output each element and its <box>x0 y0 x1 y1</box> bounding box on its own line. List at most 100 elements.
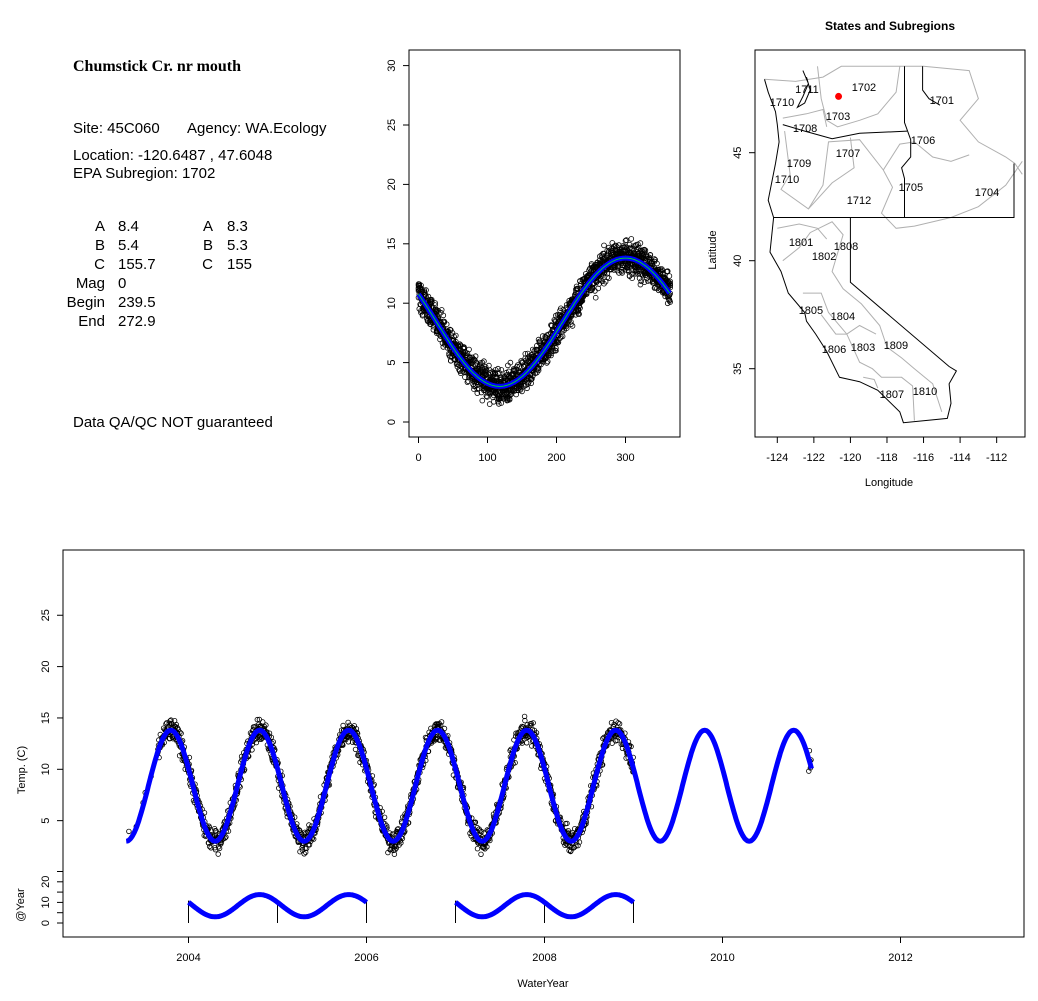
data-point <box>522 717 528 724</box>
y-tick-label: 15 <box>40 712 52 724</box>
data-point <box>612 243 619 249</box>
data-point <box>507 359 514 366</box>
y-tick-label: 5 <box>386 360 398 366</box>
data-point <box>420 307 427 313</box>
stat-value: 5.4 <box>118 237 139 254</box>
region-label: 1710 <box>775 174 799 186</box>
x-tick-label: 200 <box>547 452 565 464</box>
data-point <box>495 398 501 405</box>
x-tick-label: 300 <box>616 452 634 464</box>
state-boundary <box>782 124 908 140</box>
site-marker <box>835 92 843 100</box>
data-point <box>168 717 174 723</box>
region-label: 1808 <box>834 241 858 253</box>
y-tick-label: 30 <box>386 59 398 71</box>
data-point <box>666 273 673 279</box>
stat-label: A <box>203 218 213 235</box>
data-point <box>646 254 653 261</box>
data-point <box>479 359 486 366</box>
data-point <box>601 270 607 277</box>
data-point <box>645 278 651 284</box>
y2-tick-label: 0 <box>40 920 52 926</box>
x-tick-label: -118 <box>876 452 897 464</box>
stat-label: B <box>95 237 105 254</box>
data-point <box>548 350 554 357</box>
data-point <box>660 274 667 281</box>
x-axis-label: WaterYear <box>517 978 568 990</box>
data-point <box>528 376 534 382</box>
data-point <box>544 358 551 365</box>
data-point <box>510 371 517 378</box>
region-label: 1706 <box>911 135 935 147</box>
data-point <box>483 393 490 399</box>
data-point <box>484 844 490 850</box>
data-point <box>419 312 426 319</box>
data-point <box>651 285 658 291</box>
fit-curve-2 <box>418 257 671 387</box>
data-point <box>457 342 464 349</box>
state-boundary <box>796 70 811 109</box>
region-label: 1809 <box>884 340 908 352</box>
data-point <box>500 388 506 395</box>
data-point <box>575 306 582 313</box>
region-label: 1709 <box>787 158 811 170</box>
data-point <box>302 829 308 835</box>
data-point <box>433 306 440 313</box>
data-point <box>393 845 399 851</box>
data-point <box>572 307 579 314</box>
stat-value: 155.7 <box>118 256 156 273</box>
data-point <box>652 257 659 263</box>
location: Location: -120.6487 , 47.6048 <box>73 147 272 164</box>
y-axis-label: Latitude <box>707 230 719 269</box>
data-point <box>574 285 581 292</box>
data-point <box>603 252 610 258</box>
data-point <box>126 828 132 835</box>
data-point <box>565 318 572 325</box>
data-point <box>175 726 182 733</box>
stat-label: C <box>202 256 213 273</box>
region-label: 1802 <box>812 251 836 263</box>
state-boundary <box>773 163 1015 218</box>
data-point <box>381 814 388 820</box>
state-boundary <box>901 66 912 218</box>
region-label: 1707 <box>836 148 860 160</box>
data-point <box>428 296 435 303</box>
data-point <box>665 295 672 302</box>
data-point <box>510 366 517 372</box>
data-point <box>170 736 176 742</box>
data-point <box>641 279 648 285</box>
data-point <box>208 845 214 851</box>
data-point <box>605 250 611 257</box>
plot-frame <box>408 49 681 438</box>
data-point <box>609 240 616 246</box>
y-tick-label: 10 <box>40 763 52 775</box>
x-tick-label: -112 <box>986 452 1007 464</box>
data-point <box>543 335 549 342</box>
x-tick-label: -122 <box>803 452 825 464</box>
plot-frame <box>62 549 1025 938</box>
data-point <box>637 271 644 277</box>
data-point <box>311 836 317 842</box>
y-tick-label: 35 <box>732 363 744 375</box>
region-label: 1703 <box>826 111 850 123</box>
data-point <box>464 379 471 385</box>
day-of-year-plot: 0 100 200 300 0 5 10 15 20 25 30 <box>386 49 681 464</box>
data-point <box>415 286 422 292</box>
data-point <box>482 370 489 376</box>
region-label: 1710 <box>770 97 794 109</box>
data-point <box>629 245 635 252</box>
data-point <box>484 394 491 400</box>
data-point <box>557 335 563 341</box>
data-point <box>494 378 501 384</box>
disclaimer: Data QA/QC NOT guaranteed <box>73 414 273 431</box>
data-point <box>518 358 524 364</box>
data-point <box>440 312 447 319</box>
region-label: 1810 <box>913 386 937 398</box>
data-point <box>485 390 491 397</box>
x-tick-label: -116 <box>913 452 934 464</box>
data-point <box>616 721 623 727</box>
region-label: 1708 <box>793 123 817 135</box>
data-point <box>478 828 485 835</box>
data-point <box>576 302 582 309</box>
